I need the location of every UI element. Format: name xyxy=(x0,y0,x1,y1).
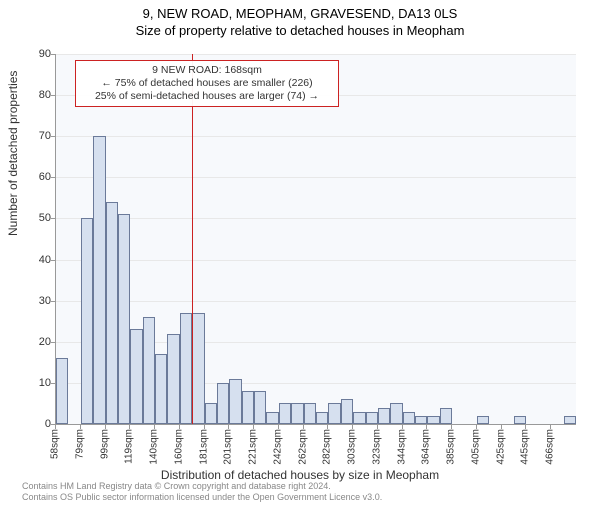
histogram-bar xyxy=(205,403,217,424)
x-tick-label: 385sqm xyxy=(446,429,457,465)
y-tick-label: 30 xyxy=(26,295,51,307)
legal-line2: Contains OS Public sector information li… xyxy=(22,492,382,503)
y-tick-label: 20 xyxy=(26,336,51,348)
histogram-chart: 0102030405060708090 9 NEW ROAD: 168sqm ←… xyxy=(55,54,575,424)
y-tick-label: 60 xyxy=(26,171,51,183)
x-tick-label: 58sqm xyxy=(50,429,61,459)
histogram-bar xyxy=(514,416,526,424)
x-tick-label: 282sqm xyxy=(322,429,333,465)
y-tick-mark xyxy=(51,301,56,302)
chart-title-subtitle: Size of property relative to detached ho… xyxy=(0,23,600,38)
histogram-bar xyxy=(192,313,204,424)
grid-line xyxy=(56,177,576,178)
annotation-line3: 25% of semi-detached houses are larger (… xyxy=(81,90,333,103)
y-tick-label: 40 xyxy=(26,254,51,266)
y-tick-label: 70 xyxy=(26,130,51,142)
histogram-bar xyxy=(341,399,353,424)
histogram-bar xyxy=(81,218,93,424)
x-tick-label: 323sqm xyxy=(371,429,382,465)
histogram-bar xyxy=(279,403,291,424)
x-tick-label: 466sqm xyxy=(545,429,556,465)
x-tick-label: 425sqm xyxy=(495,429,506,465)
histogram-bar xyxy=(390,403,402,424)
chart-title-address: 9, NEW ROAD, MEOPHAM, GRAVESEND, DA13 0L… xyxy=(0,6,600,21)
x-tick-label: 181sqm xyxy=(198,429,209,465)
histogram-bar xyxy=(130,329,142,424)
histogram-bar xyxy=(155,354,167,424)
x-tick-label: 160sqm xyxy=(173,429,184,465)
x-tick-label: 445sqm xyxy=(520,429,531,465)
histogram-bar xyxy=(304,403,316,424)
histogram-bar xyxy=(106,202,118,424)
histogram-bar xyxy=(378,408,390,424)
x-tick-label: 79sqm xyxy=(74,429,85,459)
y-tick-mark xyxy=(51,177,56,178)
histogram-bar xyxy=(143,317,155,424)
histogram-bar xyxy=(93,136,105,424)
x-tick-label: 405sqm xyxy=(470,429,481,465)
y-axis-label: Number of detached properties xyxy=(6,71,20,236)
x-tick-label: 99sqm xyxy=(99,429,110,459)
x-axis-label: Distribution of detached houses by size … xyxy=(0,468,600,482)
y-tick-mark xyxy=(51,218,56,219)
histogram-bar xyxy=(180,313,192,424)
plot-area: 0102030405060708090 xyxy=(55,54,576,425)
y-tick-mark xyxy=(51,260,56,261)
x-tick-label: 201sqm xyxy=(223,429,234,465)
x-tick-label: 364sqm xyxy=(421,429,432,465)
y-tick-mark xyxy=(51,95,56,96)
histogram-bar xyxy=(440,408,452,424)
grid-line xyxy=(56,260,576,261)
histogram-bar xyxy=(266,412,278,424)
y-tick-label: 90 xyxy=(26,48,51,60)
x-tick-label: 262sqm xyxy=(297,429,308,465)
annotation-line1: 9 NEW ROAD: 168sqm xyxy=(81,64,333,77)
histogram-bar xyxy=(167,334,179,424)
x-tick-label: 344sqm xyxy=(396,429,407,465)
x-tick-label: 242sqm xyxy=(272,429,283,465)
histogram-bar xyxy=(415,416,427,424)
y-tick-label: 10 xyxy=(26,377,51,389)
reference-line xyxy=(192,54,193,424)
histogram-bar xyxy=(366,412,378,424)
grid-line xyxy=(56,54,576,55)
x-tick-label: 221sqm xyxy=(248,429,259,465)
y-tick-label: 80 xyxy=(26,89,51,101)
y-tick-label: 50 xyxy=(26,212,51,224)
annotation-line2: ← 75% of detached houses are smaller (22… xyxy=(81,77,333,90)
histogram-bar xyxy=(403,412,415,424)
reference-annotation-box: 9 NEW ROAD: 168sqm ← 75% of detached hou… xyxy=(75,60,339,107)
histogram-bar xyxy=(316,412,328,424)
y-tick-mark xyxy=(51,54,56,55)
histogram-bar xyxy=(242,391,254,424)
x-tick-label: 119sqm xyxy=(124,429,135,464)
histogram-bar xyxy=(254,391,266,424)
y-tick-mark xyxy=(51,342,56,343)
grid-line xyxy=(56,136,576,137)
grid-line xyxy=(56,301,576,302)
legal-line1: Contains HM Land Registry data © Crown c… xyxy=(22,481,382,492)
histogram-bar xyxy=(427,416,439,424)
grid-line xyxy=(56,218,576,219)
x-tick-label: 303sqm xyxy=(347,429,358,465)
histogram-bar xyxy=(56,358,68,424)
histogram-bar xyxy=(291,403,303,424)
x-tick-label: 140sqm xyxy=(149,429,160,465)
histogram-bar xyxy=(477,416,489,424)
histogram-bar xyxy=(229,379,241,424)
histogram-bar xyxy=(564,416,576,424)
y-tick-mark xyxy=(51,136,56,137)
histogram-bar xyxy=(217,383,229,424)
histogram-bar xyxy=(328,403,340,424)
y-tick-label: 0 xyxy=(26,418,51,430)
histogram-bar xyxy=(118,214,130,424)
histogram-bar xyxy=(353,412,365,424)
